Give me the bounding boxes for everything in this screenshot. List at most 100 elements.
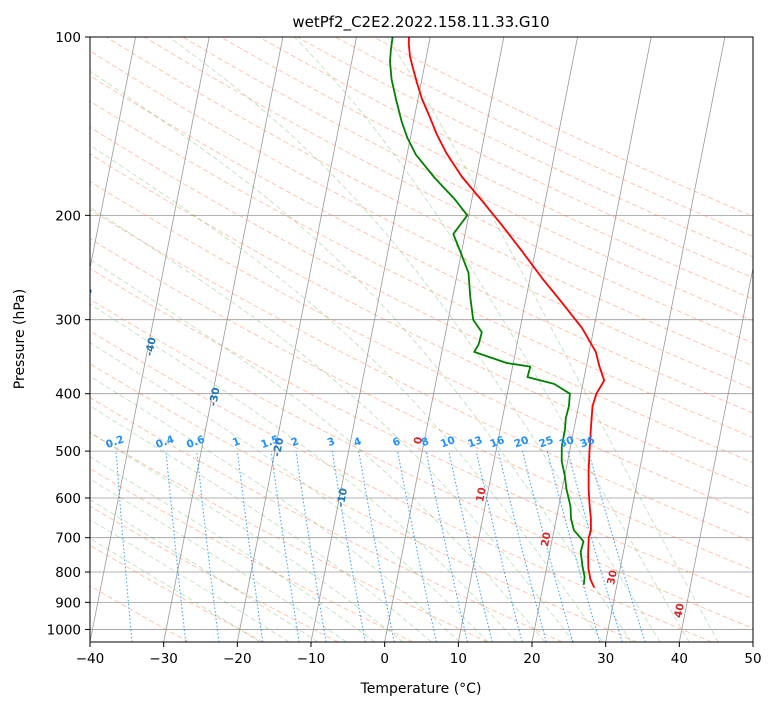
isotherm-line [384, 37, 505, 642]
mixing-ratio-line [270, 451, 300, 642]
isotherm-line [90, 37, 210, 642]
dry-adiabat-label: -40 [143, 336, 158, 357]
x-tick-label: −10 [297, 651, 326, 667]
mixing-ratio-line [358, 451, 395, 642]
mixing-ratio-line [165, 451, 187, 642]
dry-adiabat-line [90, 126, 753, 464]
mixing-ratio-line [475, 450, 523, 642]
mixing-ratio-line [546, 450, 601, 642]
moist-adiabat-line [90, 431, 404, 642]
mixing-ratio-label: 13 [466, 434, 484, 450]
dry-adiabat-line [296, 37, 753, 258]
mixing-ratio-line [196, 451, 220, 642]
chart-title: wetPf2_C2E2.2022.158.11.33.G10 [292, 13, 549, 32]
moist-adiabat-line [90, 405, 432, 642]
moist-adiabat-label: 30 [605, 569, 620, 586]
x-tick-label: 20 [523, 651, 540, 667]
mixing-ratio-line [588, 450, 646, 642]
x-tick-label: 40 [671, 651, 688, 667]
moist-adiabat-line [90, 456, 376, 642]
x-tick-label: 50 [744, 651, 761, 667]
moist-adiabat-line [90, 258, 546, 642]
mixing-ratio-label: 0.4 [154, 433, 176, 451]
mixing-ratio-line [567, 450, 623, 642]
moist-adiabat-line [90, 342, 489, 642]
data-lines [389, 37, 606, 588]
isotherm-line [752, 639, 753, 642]
moist-adiabat-label: 0 [412, 436, 425, 445]
y-tick-label: 300 [55, 313, 81, 329]
mixing-ratio-label: 8 [420, 435, 431, 449]
dry-adiabat-line [90, 209, 753, 543]
dry-adiabat-line [90, 298, 753, 629]
y-tick-label: 800 [55, 565, 81, 581]
mixing-ratio-label: 2 [289, 435, 300, 449]
dewpoint-line [389, 37, 586, 585]
mixing-ratio-label: 6 [391, 435, 402, 449]
background-lines [0, 37, 753, 642]
moist-adiabat-line [90, 206, 574, 642]
mixing-ratio-line [522, 450, 574, 642]
mixing-ratio-label: 1 [231, 435, 242, 449]
dry-adiabat-label: -30 [207, 386, 222, 407]
dry-adiabat-line [90, 153, 753, 489]
y-tick-label: 700 [55, 531, 81, 547]
dry-adiabat-label: -20 [271, 437, 286, 458]
y-axis-label: Pressure (hPa) [12, 289, 28, 389]
mixing-ratio-label: 0.6 [185, 433, 207, 451]
dry-adiabat-line [90, 585, 190, 642]
mixing-ratio-line [448, 451, 493, 642]
dry-adiabat-line [90, 238, 753, 571]
y-tick-label: 500 [55, 444, 81, 460]
dry-adiabat-line [182, 37, 753, 322]
moist-adiabat-line [90, 478, 347, 642]
mixing-ratio-line [295, 451, 327, 642]
dry-adiabat-label: -60 [16, 237, 31, 258]
mixing-ratio-label: 36 [579, 434, 597, 450]
isotherm-line [0, 37, 62, 642]
moist-adiabat-line [90, 303, 517, 642]
mixing-ratio-line [497, 450, 547, 642]
y-axis: 100 200 300 400 500 600 700 800 900 1000 [47, 30, 90, 638]
mixing-ratio-label: 3 [326, 435, 337, 449]
moist-adiabat-line [90, 537, 261, 642]
dry-adiabat-label: -10 [335, 487, 350, 508]
isotherm-line [457, 37, 578, 642]
x-axis: −40 −30 −20 −10 0 10 20 30 40 50 [76, 642, 762, 667]
moist-adiabat-label: 20 [539, 531, 554, 548]
mixing-ratio-line [425, 451, 468, 642]
x-tick-label: −30 [149, 651, 178, 667]
x-axis-label: Temperature (°C) [360, 681, 482, 697]
x-tick-label: −20 [223, 651, 252, 667]
mixing-ratio-label: 30 [558, 434, 576, 450]
isotherm-line [531, 37, 652, 642]
moist-adiabat-line [386, 37, 719, 642]
mixing-ratio-label: 1.5 [259, 433, 281, 451]
isotherm-line [236, 37, 357, 642]
dry-adiabat-line [90, 180, 753, 516]
isotherm-line [678, 266, 753, 642]
dry-adiabat-line [106, 37, 753, 367]
y-tick-label: 100 [55, 30, 81, 46]
mixing-ratio-label: 20 [513, 434, 531, 450]
mixing-ratio-label: 4 [352, 435, 363, 449]
x-tick-label: −40 [76, 651, 105, 667]
dry-adiabat-line [90, 431, 488, 642]
mixing-ratio-label: 16 [488, 434, 506, 450]
x-tick-label: 30 [597, 651, 614, 667]
y-tick-label: 200 [55, 208, 81, 224]
mixing-ratio-line [331, 451, 366, 642]
dry-adiabat-line [90, 100, 753, 438]
dry-adiabat-line [90, 363, 638, 642]
mixing-ratio-line [236, 451, 264, 642]
isotherm-line [163, 37, 284, 642]
moist-adiabat-line [293, 37, 690, 642]
y-tick-label: 600 [55, 491, 81, 507]
y-tick-label: 900 [55, 595, 81, 611]
isotherm-line [605, 37, 726, 642]
y-tick-label: 1000 [47, 622, 81, 638]
dry-adiabat-line [90, 397, 563, 642]
dry-adiabat-line [90, 544, 264, 642]
mixing-ratio-label: 0.2 [104, 433, 126, 451]
